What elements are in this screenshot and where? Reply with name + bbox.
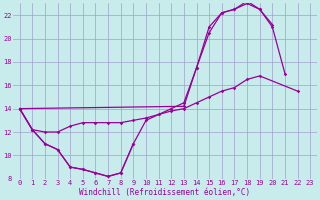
X-axis label: Windchill (Refroidissement éolien,°C): Windchill (Refroidissement éolien,°C) xyxy=(79,188,251,197)
